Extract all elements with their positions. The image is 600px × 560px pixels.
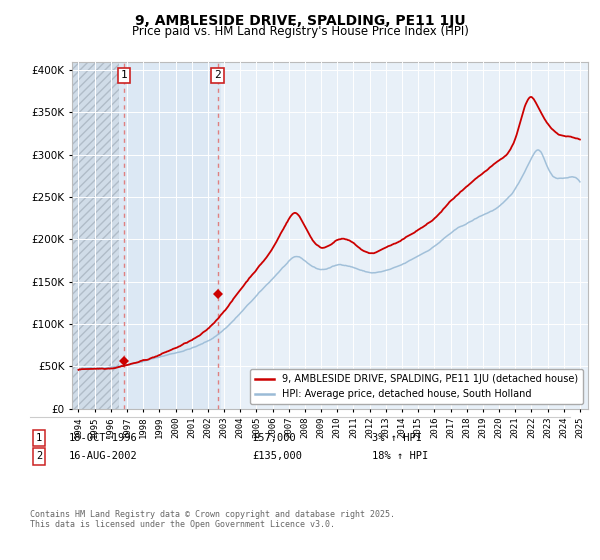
Text: £57,000: £57,000	[252, 433, 296, 443]
Legend: 9, AMBLESIDE DRIVE, SPALDING, PE11 1JU (detached house), HPI: Average price, det: 9, AMBLESIDE DRIVE, SPALDING, PE11 1JU (…	[250, 370, 583, 404]
Text: 16-AUG-2002: 16-AUG-2002	[69, 451, 138, 461]
Text: 2: 2	[214, 70, 221, 80]
Text: 9, AMBLESIDE DRIVE, SPALDING, PE11 1JU: 9, AMBLESIDE DRIVE, SPALDING, PE11 1JU	[134, 14, 466, 28]
Bar	[119, 62, 221, 409]
Text: £135,000: £135,000	[252, 451, 302, 461]
Bar	[72, 62, 119, 409]
Text: 3% ↑ HPI: 3% ↑ HPI	[372, 433, 422, 443]
Text: 1: 1	[36, 433, 42, 443]
Text: 1: 1	[121, 70, 127, 80]
Text: 18-OCT-1996: 18-OCT-1996	[69, 433, 138, 443]
Text: 2: 2	[36, 451, 42, 461]
Text: Contains HM Land Registry data © Crown copyright and database right 2025.
This d: Contains HM Land Registry data © Crown c…	[30, 510, 395, 529]
Text: Price paid vs. HM Land Registry's House Price Index (HPI): Price paid vs. HM Land Registry's House …	[131, 25, 469, 38]
Text: 18% ↑ HPI: 18% ↑ HPI	[372, 451, 428, 461]
